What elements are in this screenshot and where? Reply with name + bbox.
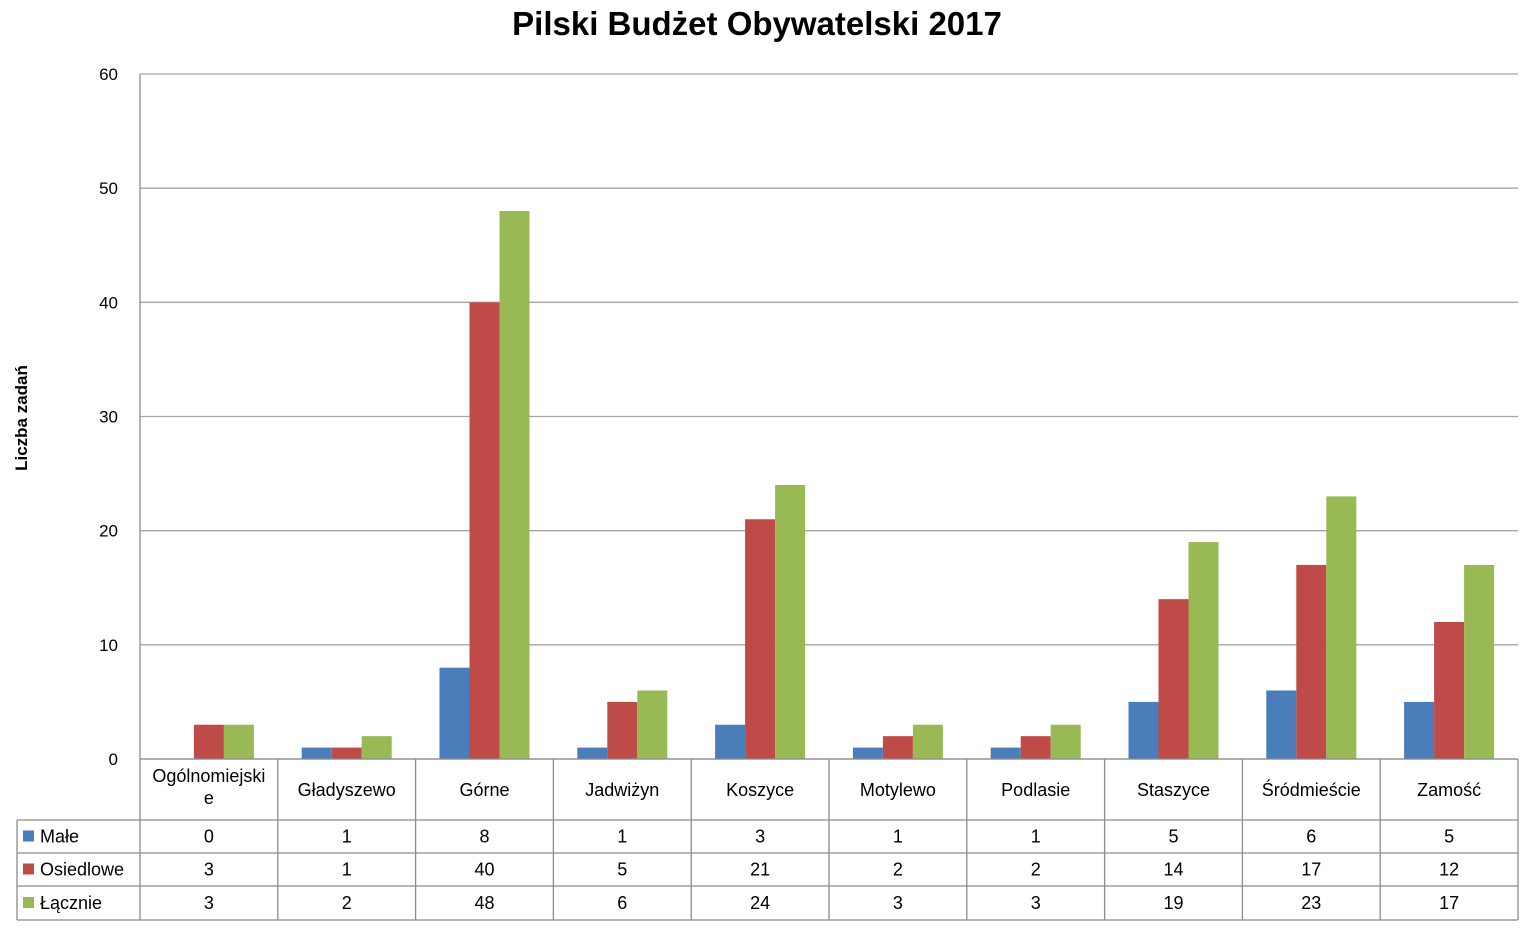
bar xyxy=(223,724,254,759)
data-label: 5 xyxy=(1168,827,1178,847)
category-label: Motylewo xyxy=(860,780,936,800)
legend-key xyxy=(23,830,34,842)
data-label: 2 xyxy=(342,893,352,913)
bar xyxy=(1434,622,1465,759)
y-tick-label: 60 xyxy=(99,65,118,84)
data-label: 17 xyxy=(1301,860,1321,880)
bar xyxy=(361,736,392,759)
bar xyxy=(607,701,638,759)
data-label: 2 xyxy=(1031,860,1041,880)
data-label: 0 xyxy=(204,827,214,847)
data-label: 3 xyxy=(755,827,765,847)
data-label: 23 xyxy=(1301,893,1321,913)
data-label: 19 xyxy=(1163,893,1183,913)
legend-label: Osiedlowe xyxy=(40,860,124,880)
data-label: 40 xyxy=(474,860,494,880)
data-label: 21 xyxy=(750,860,770,880)
bar xyxy=(499,211,530,759)
data-label: 24 xyxy=(750,893,770,913)
bar xyxy=(637,690,668,759)
bar xyxy=(1464,564,1495,759)
data-label: 1 xyxy=(1031,827,1041,847)
bar xyxy=(1158,599,1189,759)
data-label: 17 xyxy=(1439,893,1459,913)
bar xyxy=(439,667,470,759)
bar xyxy=(1296,564,1327,759)
data-label: 8 xyxy=(479,827,489,847)
data-label: 3 xyxy=(204,893,214,913)
data-label: 2 xyxy=(893,860,903,880)
category-label: Jadwiżyn xyxy=(585,780,659,800)
category-label: Gładyszewo xyxy=(298,780,396,800)
bar xyxy=(1404,701,1435,759)
category-label: Śródmieście xyxy=(1262,779,1361,800)
data-label: 6 xyxy=(617,893,627,913)
data-label: 1 xyxy=(617,827,627,847)
bar xyxy=(1020,736,1051,759)
bar xyxy=(193,724,224,759)
y-axis-ticks: 0 10 20 30 40 50 60 xyxy=(99,65,118,769)
y-tick-label: 50 xyxy=(99,179,118,198)
bar xyxy=(1050,724,1081,759)
bar xyxy=(715,724,746,759)
bar xyxy=(301,747,332,759)
category-label: Zamość xyxy=(1417,780,1481,800)
bar xyxy=(331,747,362,759)
category-label: e xyxy=(204,788,214,808)
category-label: Górne xyxy=(459,780,509,800)
bars xyxy=(193,211,1495,759)
data-label: 14 xyxy=(1163,860,1183,880)
data-label: 48 xyxy=(474,893,494,913)
y-tick-label: 10 xyxy=(99,636,118,655)
y-tick-label: 20 xyxy=(99,522,118,541)
chart-title: Pilski Budżet Obywatelski 2017 xyxy=(512,5,1002,42)
bar xyxy=(882,736,913,759)
data-label: 3 xyxy=(204,860,214,880)
data-label: 3 xyxy=(1031,893,1041,913)
data-label: 5 xyxy=(617,860,627,880)
bar xyxy=(852,747,883,759)
category-label: Staszyce xyxy=(1137,780,1210,800)
category-label: Podlasie xyxy=(1001,780,1070,800)
y-axis-label: Liczba zadań xyxy=(12,365,31,471)
bar xyxy=(577,747,608,759)
data-label: 5 xyxy=(1444,827,1454,847)
data-label: 3 xyxy=(893,893,903,913)
legend-label: Małe xyxy=(40,827,79,847)
data-label: 1 xyxy=(342,860,352,880)
bar xyxy=(745,519,776,759)
y-tick-label: 0 xyxy=(109,750,118,769)
bar xyxy=(912,724,943,759)
category-label: Ogólnomiejski xyxy=(152,766,265,786)
data-label: 6 xyxy=(1306,827,1316,847)
y-tick-label: 40 xyxy=(99,293,118,312)
bar xyxy=(1326,496,1357,759)
legend-label: Łącznie xyxy=(40,893,102,913)
bar xyxy=(990,747,1021,759)
gridlines xyxy=(139,73,1518,760)
legend-key xyxy=(23,863,34,875)
data-label: 1 xyxy=(893,827,903,847)
bar xyxy=(1266,690,1297,759)
data-label: 1 xyxy=(342,827,352,847)
y-tick-label: 30 xyxy=(99,408,118,427)
category-label: Koszyce xyxy=(726,780,794,800)
bar xyxy=(775,485,806,759)
bar xyxy=(1128,701,1159,759)
bar xyxy=(1188,542,1219,759)
data-label: 12 xyxy=(1439,860,1459,880)
bar xyxy=(469,302,500,759)
legend-key xyxy=(23,897,34,908)
